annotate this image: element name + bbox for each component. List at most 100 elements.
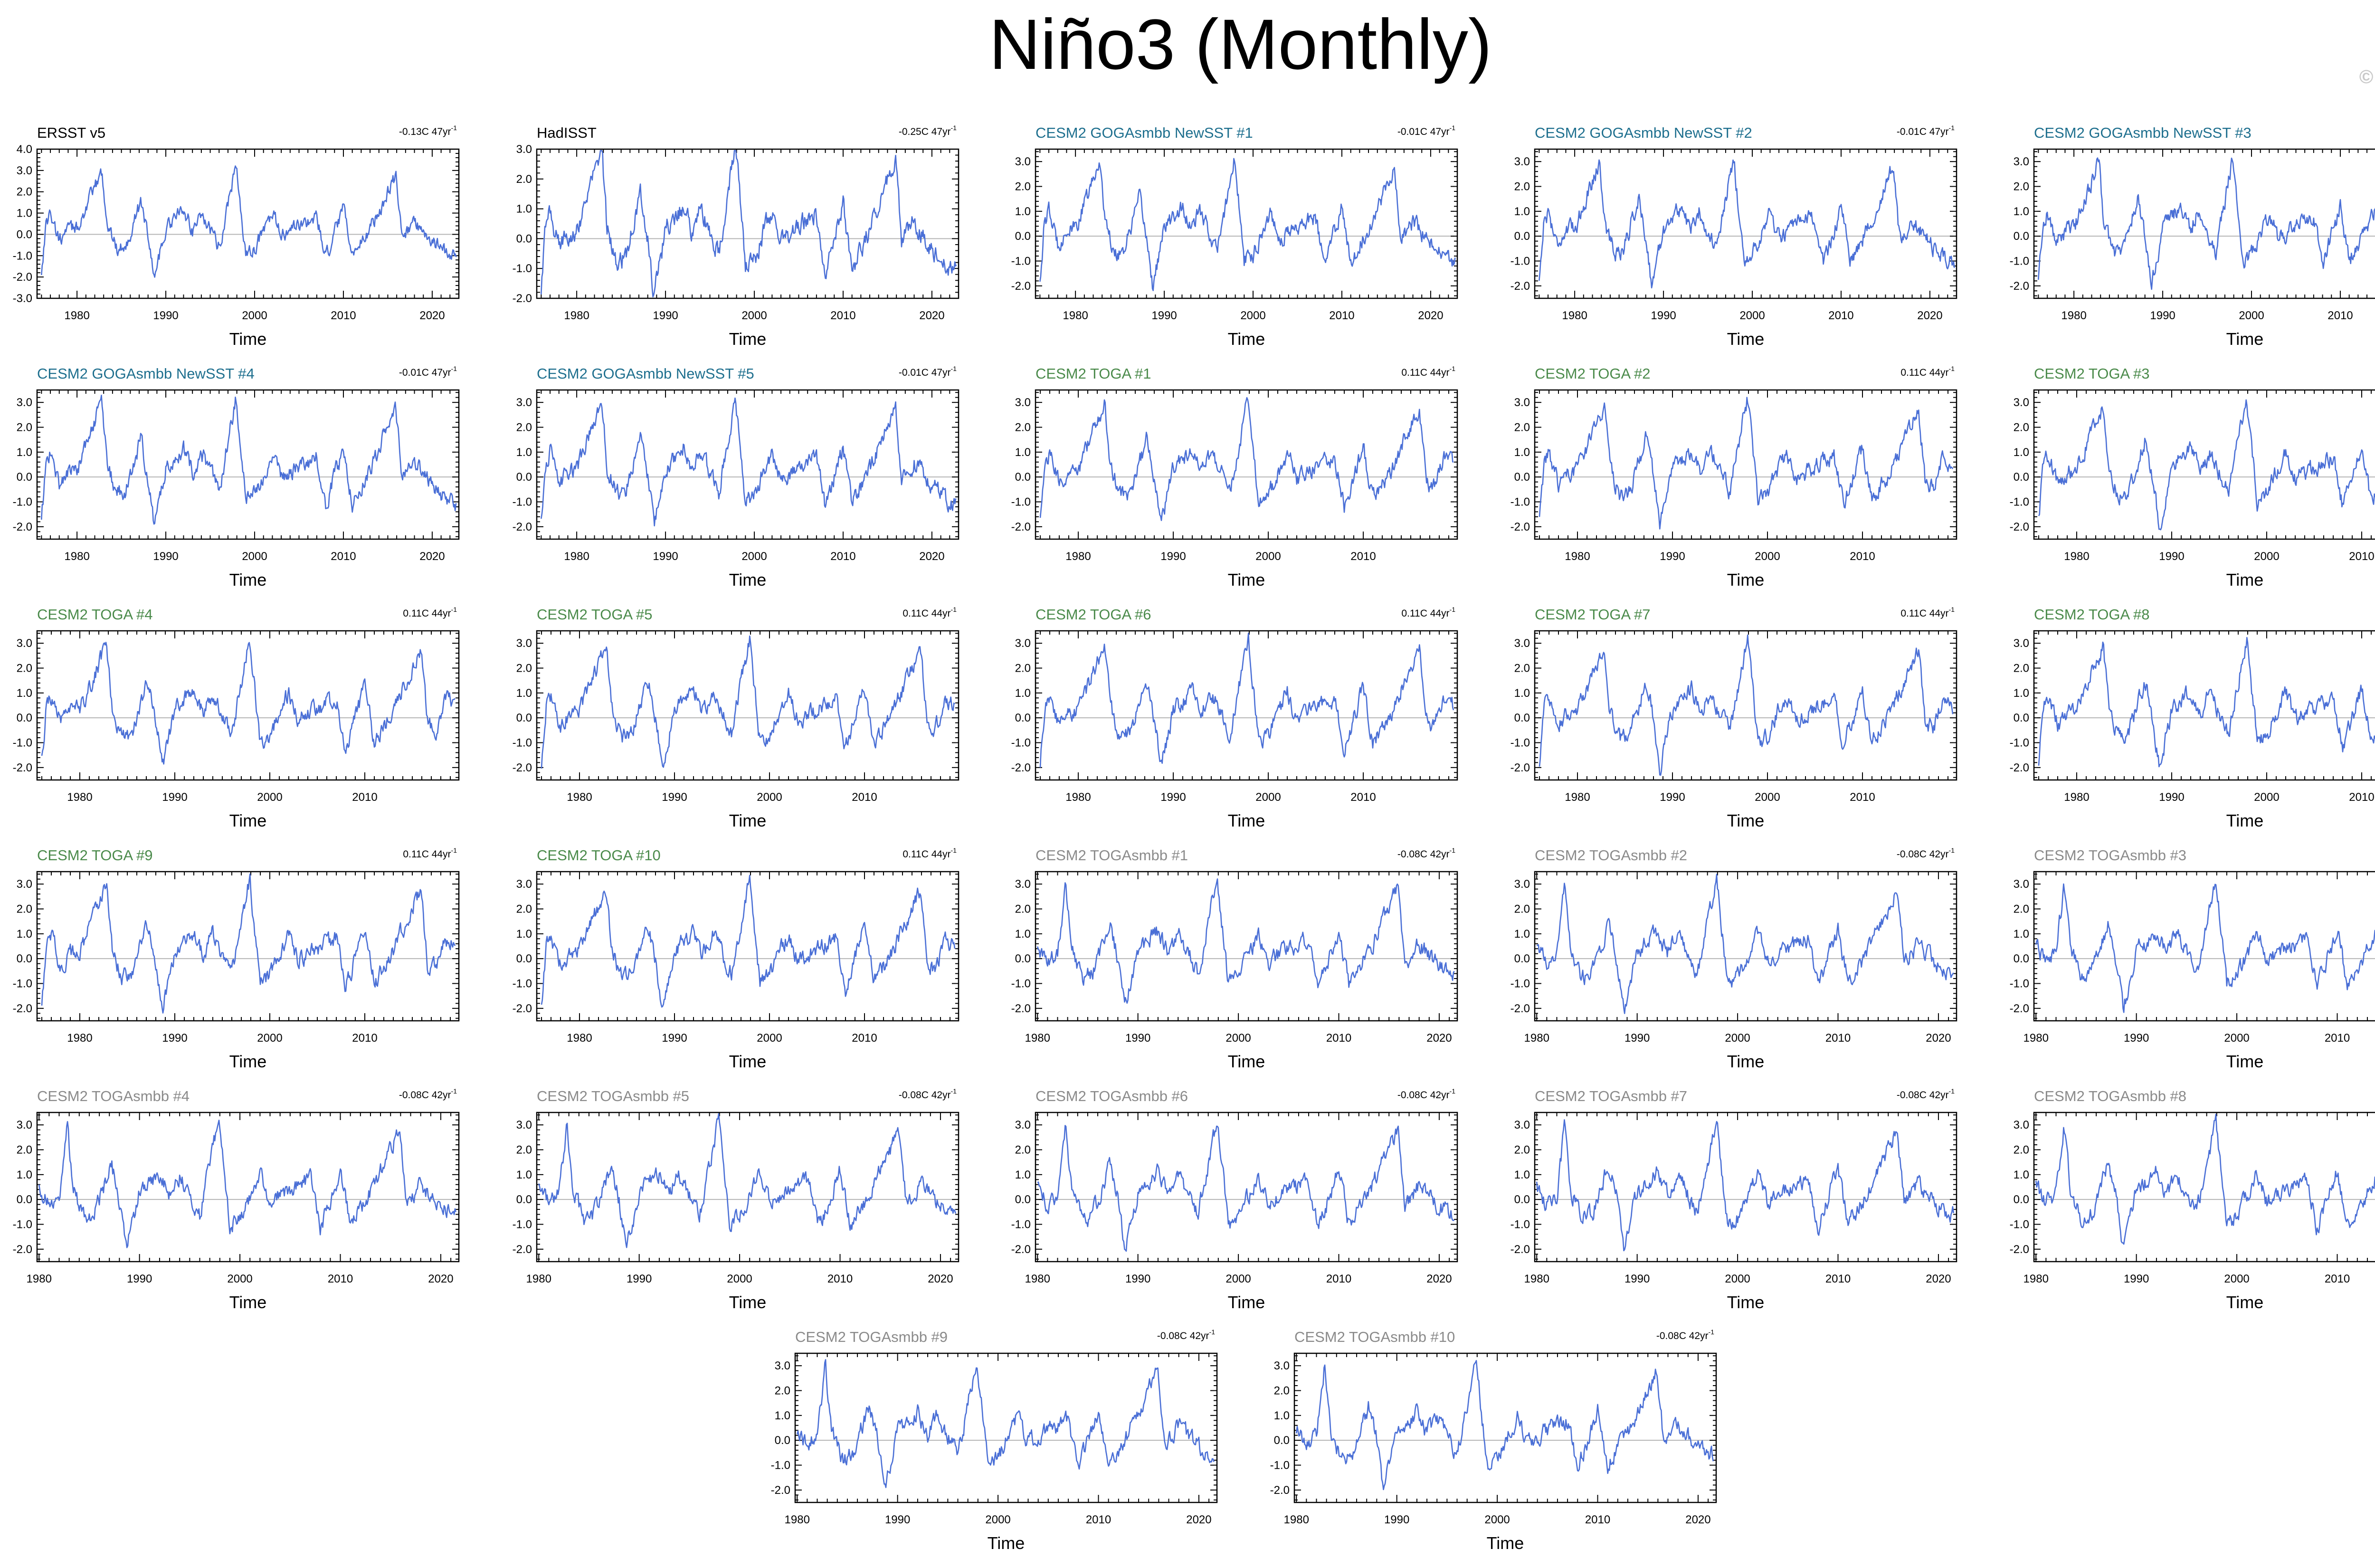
series-line (1536, 1119, 1954, 1252)
x-tick-label: 1990 (153, 309, 178, 322)
y-tick-label: 1.0 (1015, 446, 1031, 459)
y-tick-label: 3.0 (17, 878, 32, 891)
y-tick-label: 0.0 (516, 712, 532, 724)
x-axis-label: Time (2226, 570, 2264, 589)
trend-annotation: -0.08C 42yr-1 (899, 1087, 957, 1101)
panel-title: CESM2 GOGAsmbb NewSST #4 (37, 365, 255, 382)
y-tick-label: 1.0 (1514, 1169, 1530, 1181)
y-tick-label: 1.0 (516, 928, 532, 941)
series-line (41, 873, 456, 1014)
y-tick-label: -1.0 (13, 978, 32, 990)
y-tick-label: 0.0 (1514, 471, 1530, 484)
x-tick-label: 2010 (1326, 1273, 1351, 1285)
y-tick-label: 0.0 (1015, 471, 1031, 484)
y-tick-label: 2.0 (2014, 662, 2029, 675)
trend-value: -0.08C 42yr (899, 1090, 951, 1101)
y-tick-label: 0.0 (2014, 712, 2029, 724)
series-line (38, 1120, 456, 1248)
x-tick-label: 2020 (1426, 1032, 1452, 1045)
y-tick-label: 3.0 (2014, 396, 2029, 409)
x-axis-label: Time (1727, 1292, 1765, 1312)
y-tick-label: 2.0 (17, 662, 32, 675)
y-tick-label: 1.0 (17, 446, 32, 459)
x-tick-label: 1980 (2064, 791, 2089, 804)
x-axis-label: Time (1727, 1052, 1765, 1071)
y-tick-label: 3.0 (17, 396, 32, 409)
panel-13: CESM2 TOGA #6 0.11C 44yr-1 3.0 2.0 1.0 0.0 -1.… (1011, 606, 1458, 830)
y-tick-label: 3.0 (1015, 878, 1031, 891)
trend-exponent: -1 (1450, 124, 1456, 132)
panel-title: CESM2 TOGA #1 (1036, 365, 1151, 382)
x-tick-label: 2020 (1917, 309, 1942, 322)
trend-exponent: -1 (451, 606, 457, 613)
x-tick-label: 2010 (1825, 1032, 1851, 1045)
y-tick-label: -2.0 (1011, 761, 1031, 774)
y-tick-label: 2.0 (775, 1385, 790, 1397)
x-tick-label: 2010 (2325, 1273, 2350, 1285)
x-tick-label: 1980 (567, 791, 592, 804)
x-tick-label: 1980 (785, 1513, 810, 1526)
x-tick-label: 1990 (2150, 309, 2175, 322)
trend-exponent: -1 (1450, 846, 1456, 854)
y-tick-label: 3.0 (1015, 155, 1031, 168)
trend-value: 0.11C 44yr (1900, 367, 1948, 378)
x-axis-label: Time (2226, 329, 2264, 349)
y-tick-label: 1.0 (1015, 687, 1031, 700)
y-tick-label: -1.0 (1011, 496, 1031, 509)
y-tick-label: 3.0 (516, 396, 532, 409)
x-tick-label: 1990 (885, 1513, 910, 1526)
x-tick-label: 1990 (2124, 1273, 2149, 1285)
x-axis-label: Time (229, 329, 267, 349)
x-tick-label: 1980 (67, 1032, 92, 1045)
x-tick-label: 2000 (227, 1273, 252, 1285)
y-tick-label: 2.0 (17, 421, 32, 434)
y-tick-label: 3.0 (2014, 637, 2029, 650)
trend-value: -0.01C 47yr (399, 367, 451, 378)
y-tick-label: 3.0 (516, 143, 532, 156)
x-tick-label: 2020 (1426, 1273, 1452, 1285)
x-tick-label: 2000 (2254, 791, 2279, 804)
y-tick-label: 0.0 (2014, 471, 2029, 484)
x-tick-label: 1980 (1063, 309, 1088, 322)
plot-frame (1035, 871, 1458, 1022)
y-tick-label: 1.0 (17, 928, 32, 941)
panel-8: CESM2 TOGA #1 0.11C 44yr-1 3.0 2.0 1.0 0.0 -1.… (1011, 365, 1458, 589)
x-tick-label: 2010 (328, 1273, 353, 1285)
trend-annotation: -0.08C 42yr-1 (399, 1087, 457, 1101)
x-tick-label: 1990 (127, 1273, 152, 1285)
x-tick-label: 2000 (1226, 1273, 1251, 1285)
panel-title: ERSST v5 (37, 124, 105, 141)
x-axis-label: Time (729, 570, 767, 589)
y-tick-label: 1.0 (516, 1169, 532, 1181)
y-tick-label: -2.0 (513, 292, 532, 305)
y-tick-label: -2.0 (13, 761, 32, 774)
series-line (1539, 159, 1955, 289)
x-tick-label: 1980 (1524, 1032, 1549, 1045)
y-tick-label: 2.0 (1514, 903, 1530, 916)
panel-2: HadISST -0.25C 47yr-1 3.0 2.0 1.0 0.0 -1.0 -2.0… (513, 124, 960, 349)
y-tick-label: 2.0 (1015, 662, 1031, 675)
x-tick-label: 1990 (1624, 1032, 1650, 1045)
y-tick-label: 3.0 (17, 1119, 32, 1131)
x-axis-label: Time (1727, 811, 1765, 830)
panel-title: CESM2 TOGAsmbb #2 (1535, 847, 1687, 864)
panel-title: CESM2 GOGAsmbb NewSST #5 (537, 365, 754, 382)
trend-exponent: -1 (1949, 606, 1955, 613)
y-tick-label: -2.0 (2010, 280, 2029, 293)
y-tick-label: 2.0 (1015, 1144, 1031, 1157)
x-tick-label: 1980 (1524, 1273, 1549, 1285)
y-tick-label: -2.0 (513, 521, 532, 533)
x-tick-label: 2010 (2349, 550, 2374, 563)
y-tick-label: 3.0 (516, 637, 532, 650)
trend-annotation: 0.11C 44yr-1 (902, 846, 957, 860)
plot-frame (36, 389, 460, 540)
x-tick-label: 1990 (1125, 1273, 1150, 1285)
x-tick-label: 2000 (1255, 550, 1281, 563)
x-tick-label: 2000 (1739, 309, 1765, 322)
panel-26: CESM2 TOGAsmbb #9 -0.08C 42yr-1 3.0 2.0 1.0 0… (771, 1328, 1218, 1553)
y-tick-label: 1.0 (17, 1169, 32, 1181)
x-tick-label: 1990 (1151, 309, 1177, 322)
y-tick-label: 0.0 (1514, 712, 1530, 724)
y-tick-label: -1.0 (1510, 1218, 1530, 1231)
y-tick-label: 0.0 (1514, 952, 1530, 965)
